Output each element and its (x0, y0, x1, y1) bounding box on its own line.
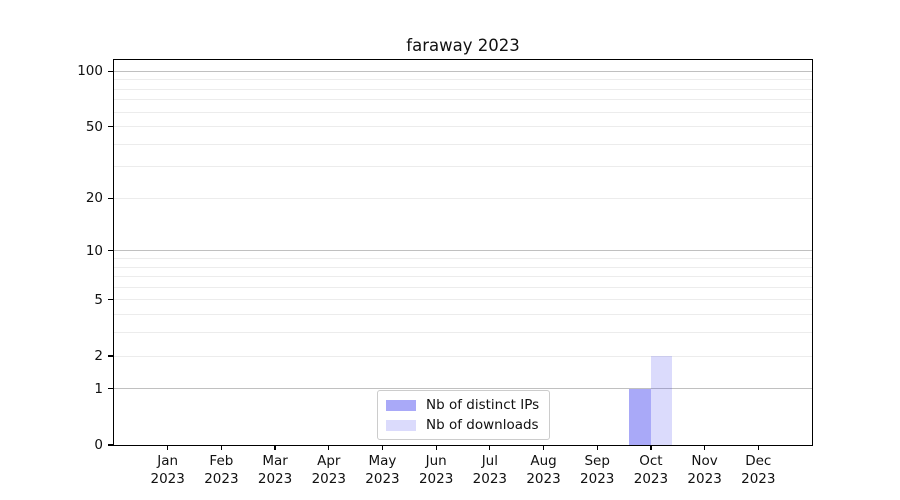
gridline-major (114, 70, 812, 72)
x-axis-tick (650, 445, 652, 450)
x-axis-tick-label: Sep 2023 (557, 453, 637, 488)
x-tick-month: Nov (691, 453, 718, 469)
x-axis-tick-label: Dec 2023 (718, 453, 798, 488)
gridline-minor (114, 276, 812, 278)
gridline-minor (114, 332, 812, 334)
gridline-minor (114, 166, 812, 168)
x-axis-tick (220, 445, 222, 450)
x-tick-month: May (368, 453, 397, 469)
chart-title: faraway 2023 (406, 36, 520, 55)
x-axis-tick-label: Jan 2023 (128, 453, 208, 488)
gridline-minor (114, 143, 812, 145)
legend-swatch-downloads (386, 419, 416, 431)
y-axis-tick-label: 10 (85, 242, 103, 259)
x-tick-month: Feb (209, 453, 234, 469)
y-axis-tick-label: 2 (94, 348, 103, 365)
x-axis-tick (167, 445, 169, 450)
x-axis-tick (596, 445, 598, 450)
y-axis-tick-label: 1 (94, 380, 103, 397)
x-tick-month: Apr (317, 453, 341, 469)
x-axis-tick (381, 445, 384, 450)
x-tick-year: 2023 (418, 470, 454, 487)
x-tick-year: 2023 (204, 470, 239, 487)
x-tick-month: Sep (584, 453, 610, 469)
gridline-minor (114, 266, 812, 268)
x-axis-tick-label: Feb 2023 (181, 453, 261, 488)
x-axis-tick (274, 445, 276, 450)
y-axis-tick (107, 299, 113, 301)
x-axis-tick (704, 445, 706, 450)
x-axis-tick-label: Jul 2023 (450, 453, 530, 488)
gridline-minor (114, 286, 812, 288)
x-axis-tick (542, 445, 545, 450)
gridline-minor (114, 355, 812, 357)
x-tick-year: 2023 (150, 470, 185, 487)
y-axis-tick (107, 388, 113, 390)
y-axis-tick (107, 125, 113, 128)
gridline-minor (114, 258, 812, 259)
x-tick-year: 2023 (472, 470, 508, 487)
x-tick-month: Aug (530, 453, 557, 469)
gridline-minor (114, 88, 812, 90)
x-axis-tick-label: Aug 2023 (504, 453, 584, 488)
legend-row: Nb of downloads (386, 416, 539, 434)
x-tick-month: Dec (745, 453, 772, 469)
gridline-minor (114, 79, 812, 81)
y-axis-tick (107, 355, 113, 357)
bar-oct-series1 (650, 356, 673, 445)
y-axis-tick-label: 100 (77, 63, 103, 80)
y-axis-tick-label: 5 (94, 291, 103, 308)
gridline-minor (114, 314, 812, 316)
y-axis-tick (107, 70, 113, 72)
x-tick-year: 2023 (633, 470, 669, 487)
y-axis-tick-label: 50 (85, 118, 103, 135)
x-axis-tick (757, 445, 759, 450)
x-axis-tick-label: Mar 2023 (235, 453, 315, 488)
x-axis-tick-label: Nov 2023 (665, 453, 745, 488)
y-axis-tick-label: 20 (85, 190, 103, 207)
x-axis-tick (435, 445, 437, 450)
y-axis-tick (107, 250, 113, 252)
x-tick-year: 2023 (311, 470, 346, 487)
legend-row: Nb of distinct IPs (386, 396, 539, 414)
x-tick-month: Oct (639, 453, 663, 469)
y-axis-tick (107, 444, 113, 446)
x-axis-tick-label: May 2023 (342, 453, 422, 488)
x-tick-year: 2023 (526, 470, 561, 487)
legend-label-downloads: Nb of downloads (426, 417, 539, 433)
gridline-minor (114, 197, 812, 199)
x-tick-year: 2023 (741, 470, 776, 487)
x-axis-tick-label: Apr 2023 (289, 453, 369, 488)
legend-swatch-distinct-ips (386, 399, 416, 411)
x-tick-month: Jun (425, 453, 447, 469)
gridline-minor (114, 126, 812, 128)
plot-area: 0 1 2 5 10 20 50 100 Jan 2023 Feb 2023 Mar 2023 Apr 202… (77, 59, 813, 487)
gridline-minor (114, 299, 812, 301)
gridline-minor (114, 99, 812, 101)
gridline-major (114, 388, 812, 390)
x-tick-year: 2023 (580, 470, 615, 487)
legend-label-distinct-ips: Nb of distinct IPs (426, 397, 540, 413)
x-tick-month: Mar (262, 453, 288, 469)
x-axis-tick (489, 445, 491, 450)
x-tick-year: 2023 (365, 470, 400, 487)
y-axis-tick-label: 0 (94, 437, 103, 453)
x-axis-tick (328, 445, 330, 450)
x-axis-tick-label: Oct 2023 (611, 453, 691, 488)
x-axis-tick-label: Jun 2023 (396, 453, 476, 488)
x-tick-year: 2023 (257, 470, 293, 487)
x-tick-month: Jul (481, 453, 498, 469)
bar-oct-series0 (629, 388, 651, 445)
x-tick-month: Jan (157, 453, 179, 469)
gridline-minor (114, 111, 812, 113)
y-axis-tick (107, 197, 113, 199)
gridline-major (114, 250, 812, 252)
x-tick-year: 2023 (687, 470, 722, 487)
legend: Nb of distinct IPs Nb of downloads (377, 390, 551, 440)
